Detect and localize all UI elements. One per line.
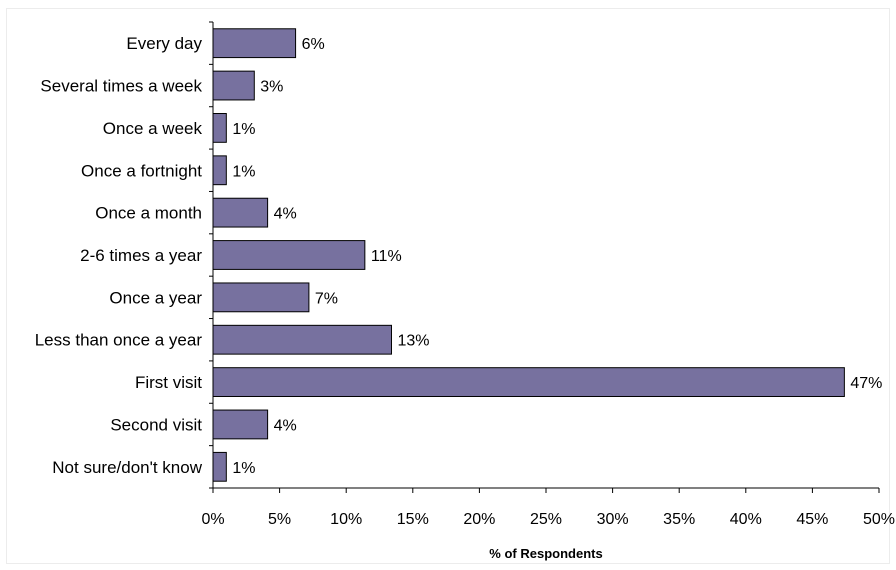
category-label: Less than once a year xyxy=(35,331,203,350)
chart-frame xyxy=(6,8,890,564)
bar xyxy=(212,113,227,143)
x-tick-label: 25% xyxy=(530,511,562,528)
bar xyxy=(212,324,392,355)
x-tick-label: 50% xyxy=(863,511,895,528)
category-label: Once a week xyxy=(103,119,203,138)
category-label: Once a fortnight xyxy=(81,161,202,180)
data-label: 1% xyxy=(232,460,255,477)
bar xyxy=(212,28,297,59)
bar xyxy=(212,409,269,440)
bar xyxy=(212,451,227,482)
x-tick-label: 15% xyxy=(397,511,429,528)
x-tick-label: 45% xyxy=(796,511,828,528)
x-tick-label: 40% xyxy=(730,511,762,528)
category-label: First visit xyxy=(135,373,202,392)
category-label: Once a year xyxy=(109,288,202,307)
x-axis-title: % of Respondents xyxy=(489,546,602,561)
data-label: 1% xyxy=(232,121,255,138)
category-label: Second visit xyxy=(110,415,202,434)
x-tick-label: 30% xyxy=(597,511,629,528)
bar xyxy=(212,367,845,397)
x-tick-label: 10% xyxy=(330,511,362,528)
value-labels: 6% 3% 1% 1% 4% 11% 7% 13% 47% 4% 1% xyxy=(232,36,882,477)
data-label: 3% xyxy=(260,79,283,96)
x-tick-label: 0% xyxy=(201,511,224,528)
x-ticks: 0% 5% 10% 15% 20% 25% 30% 35% 40% 45% 50% xyxy=(201,488,895,528)
data-label: 7% xyxy=(315,290,338,307)
category-label: 2-6 times a year xyxy=(80,246,202,265)
data-label: 4% xyxy=(274,417,297,434)
data-label: 1% xyxy=(232,163,255,180)
data-label: 47% xyxy=(850,375,882,392)
category-label: Once a month xyxy=(95,204,202,223)
data-label: 6% xyxy=(302,36,325,53)
bars-group xyxy=(212,28,845,482)
category-label: Several times a week xyxy=(40,77,202,96)
data-label: 13% xyxy=(397,333,429,350)
category-label: Every day xyxy=(126,34,202,53)
bar xyxy=(212,155,227,186)
bar xyxy=(212,197,269,228)
bar xyxy=(212,240,366,270)
bar xyxy=(212,70,255,101)
bar xyxy=(212,282,310,313)
data-label: 4% xyxy=(274,206,297,223)
category-labels: Every day Several times a week Once a week… xyxy=(35,34,203,477)
x-tick-label: 35% xyxy=(663,511,695,528)
data-label: 11% xyxy=(371,248,402,265)
x-tick-label: 20% xyxy=(463,511,495,528)
category-label: Not sure/don't know xyxy=(52,458,202,477)
x-tick-label: 5% xyxy=(268,511,291,528)
